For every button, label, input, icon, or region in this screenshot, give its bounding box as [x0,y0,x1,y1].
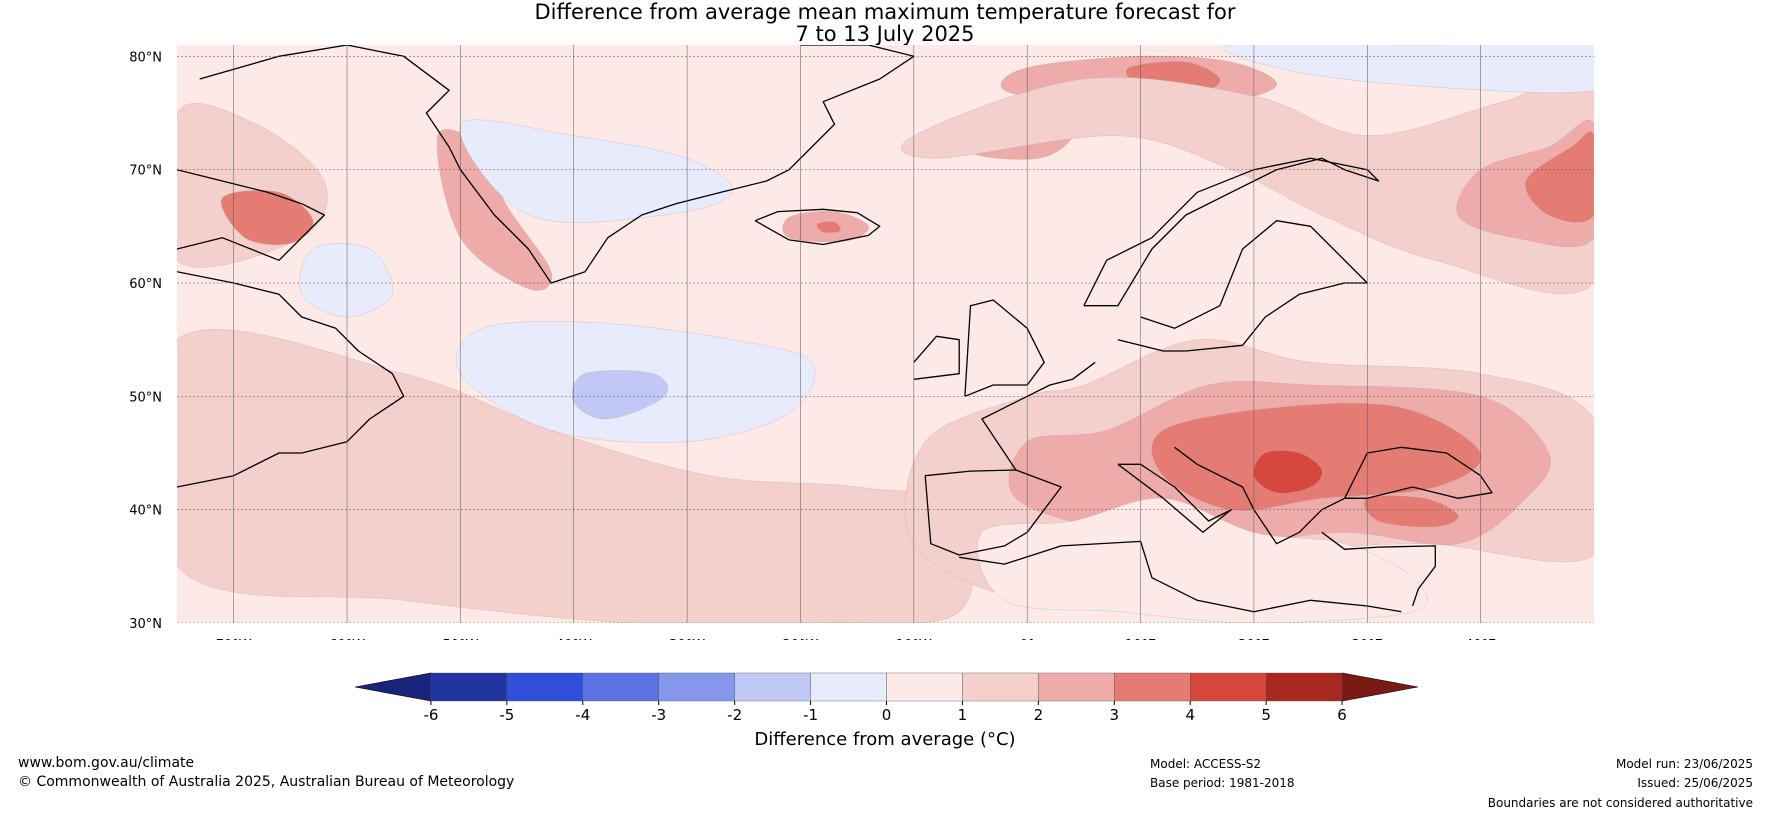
coastline-black-sea-coast [1344,446,1493,499]
colorbar-tick-label: -5 [499,706,514,724]
anomaly-region-russia-north-warm-core [1525,131,1594,223]
anomaly-region-turkey-warm [1364,495,1459,528]
anomaly-region-western-atlantic-warm-band [177,329,975,623]
coastline-baffin-island-coast [177,169,326,261]
coastline-labrador-coast [177,271,405,488]
title-line-1: Difference from average mean maximum tem… [534,0,1236,24]
anomaly-region-baffin-warm-core [220,190,314,246]
colorbar-tick-label: 4 [1185,706,1195,724]
colorbar-swatch [1190,672,1267,702]
lon-tick-label: 10°W [896,638,932,640]
title-line-2: 7 to 13 July 2025 [795,22,975,46]
lon-tick-label: 50°W [442,638,478,640]
copyright-text: © Commonwealth of Australia 2025, Austra… [18,774,515,790]
lat-tick-label: 70°N [129,164,162,179]
lon-tick-label: 30°W [669,638,705,640]
disclaimer-text: Boundaries are not considered authoritat… [1487,796,1753,810]
lon-tick-label: 70°W [216,638,252,640]
coastline-adriatic-balkan-coast [1174,446,1356,545]
colorbar-tick-label: 2 [1034,706,1044,724]
colorbar-swatch [1114,672,1191,702]
colorbar-swatch [1265,672,1343,702]
colorbar-swatch [658,672,735,702]
coastline-norway-coast [1083,157,1380,307]
lat-tick-label: 80°N [129,50,162,65]
issued-text: Issued: 25/06/2025 [1637,776,1753,790]
lat-tick-label: 40°N [129,504,162,519]
colorbar-tick-label: -3 [651,706,666,724]
colorbar-high-extend [1341,672,1419,702]
colorbar-swatch [810,672,887,702]
anomaly-region-arctic-cool [1223,45,1594,93]
colorbar-low-extend [354,672,432,702]
colorbar-tick-label: -6 [423,706,438,724]
model-run-text: Model run: 23/06/2025 [1615,757,1753,771]
lon-tick-label: 40°E [1465,638,1496,640]
colorbar-tick-label: 5 [1261,706,1271,724]
coastline-greenland-coast [199,45,915,284]
colorbar-swatch [506,672,583,702]
coastline-british-isles-coast [964,299,1045,397]
anomaly-region-labrador-sea-cool [299,243,394,318]
colorbar-swatch [582,672,659,702]
colorbar-tick-label: -2 [727,706,742,724]
colorbar-swatch [430,672,508,702]
forecast-map: 80°N 70°N 60°N 50°N 40°N 30°N 70°W 60°W 50°W 40°W… [129,45,1594,640]
colorbar-label: Difference from average (°C) [754,729,1016,750]
lat-tick-label: 50°N [129,390,162,405]
lon-tick-label: 20°W [783,638,819,640]
anomaly-region-subpolar-gyre-cool-core [571,370,668,420]
lon-tick-label: 0° [1020,638,1035,640]
anomaly-region-barents-warm [900,68,1594,294]
coastline-north-africa-coast [959,540,1402,613]
lat-tick-label: 30°N [129,617,162,632]
model-text: Model: ACCESS-S2 [1150,757,1262,771]
map-plot-area [177,45,1594,623]
colorbar-tick-label: 0 [882,706,892,724]
lon-tick-label: 60°W [329,638,365,640]
lon-tick-label: 40°W [556,638,592,640]
map-axes: 80°N 70°N 60°N 50°N 40°N 30°N 70°W 60°W 50°W 40°W… [129,50,1496,640]
colorbar-swatch [886,672,963,702]
coastline-italy-coast [1117,463,1232,533]
lon-tick-label: 30°E [1352,638,1383,640]
lon-tick-label: 20°E [1238,638,1269,640]
coastline-baltic-coast [1117,220,1368,352]
base-period-text: Base period: 1981-2018 [1150,776,1295,790]
colorbar-tick-label: 3 [1110,706,1120,724]
lat-tick-label: 60°N [129,277,162,292]
website-link[interactable]: www.bom.gov.au/climate [18,755,195,771]
colorbar-swatch [962,672,1039,702]
colorbar-swatch [734,672,811,702]
coastline-ireland-coast [913,335,960,380]
lon-tick-label: 10°E [1125,638,1156,640]
colorbar-tick-label: -1 [803,706,818,724]
anomaly-region-mediterranean-mild [977,498,1428,623]
anomaly-region-greenland-interior-cool [459,119,734,223]
colorbar-tick-label: -4 [575,706,590,724]
colorbar-tick-label: 6 [1337,706,1347,724]
anomaly-region-balkans-warm [1151,403,1482,511]
anomaly-region-iceland-warm-core [816,221,841,233]
colorbar-swatch [1038,672,1115,702]
coastline-turkey-levant-coast [1321,531,1436,607]
colorbar-tick-label: 1 [958,706,968,724]
